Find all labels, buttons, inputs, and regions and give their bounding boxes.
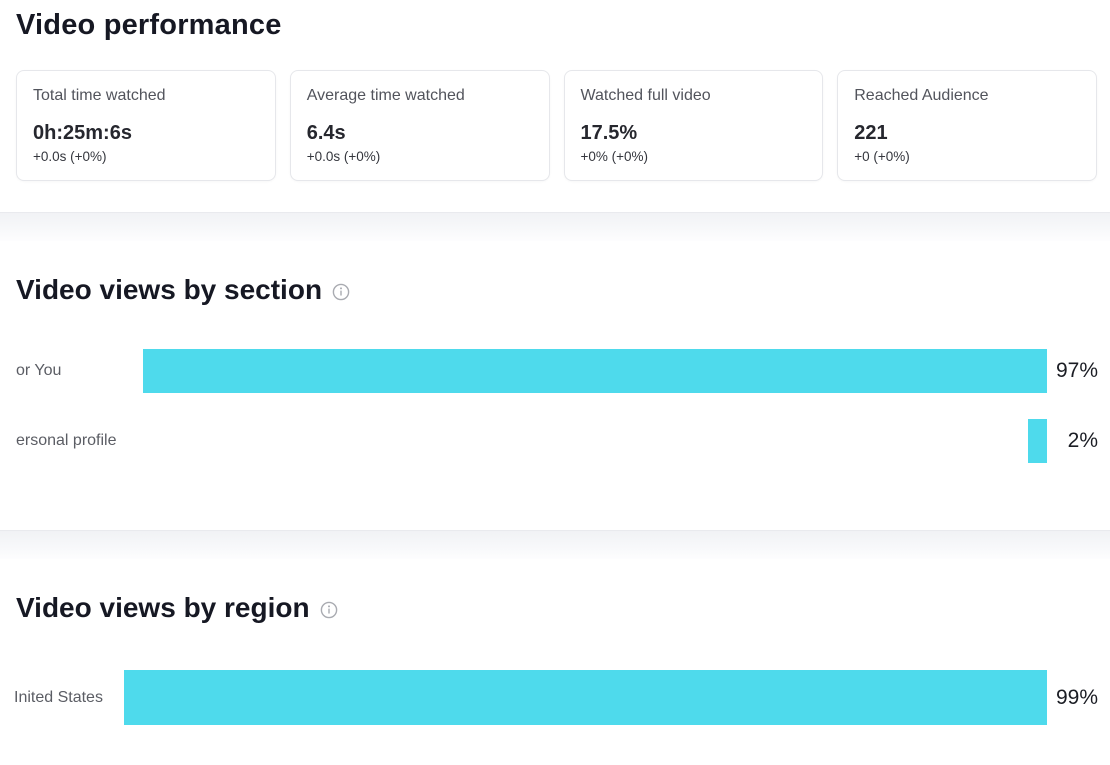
stat-card-label: Total time watched xyxy=(33,87,166,104)
bar-chart-views-by-region: Inited States 99% xyxy=(0,670,1110,725)
stat-card-average-time-watched: Average time watched 6.4s +0.0s (+0%) xyxy=(289,70,550,181)
bar-united-states xyxy=(124,670,1047,725)
bar-row-for-you: or You 97% xyxy=(0,349,1110,393)
section-title-views-by-section: Video views by section xyxy=(16,275,1094,305)
stat-card-delta: +0% (+0%) xyxy=(580,149,649,164)
info-icon[interactable] xyxy=(320,601,338,619)
bar-value-label: 2% xyxy=(1067,429,1098,452)
stat-card-label: Watched full video xyxy=(580,87,711,104)
section-title-views-by-region: Video views by region xyxy=(16,593,1094,623)
stat-card-reached-audience: Reached Audience 221 +0 (+0%) xyxy=(837,70,1097,181)
bar-chart-views-by-section: or You 97% ersonal profile 2% xyxy=(0,349,1110,463)
page-title: Video performance xyxy=(16,9,282,41)
stat-card-value: 17.5% xyxy=(580,122,638,144)
bar-value-label: 97% xyxy=(1055,359,1098,382)
stat-card-total-time-watched: Total time watched 0h:25m:6s +0.0s (+0%) xyxy=(16,70,276,181)
stat-card-delta: +0.0s (+0%) xyxy=(306,149,381,164)
bar-row-united-states: Inited States 99% xyxy=(0,670,1110,725)
stat-card-label: Average time watched xyxy=(306,87,465,104)
section-divider xyxy=(0,530,1110,559)
bar-for-you xyxy=(143,349,1047,393)
bar-row-personal-profile: ersonal profile 2% xyxy=(0,419,1110,463)
stat-card-label: Reached Audience xyxy=(854,87,989,104)
info-icon[interactable] xyxy=(332,283,350,301)
bar-label-united-states: Inited States xyxy=(14,688,103,706)
bar-value-label: 99% xyxy=(1055,685,1098,709)
stat-card-value: 0h:25m:6s xyxy=(33,122,132,144)
stat-card-watched-full-video: Watched full video 17.5% +0% (+0%) xyxy=(563,70,824,181)
stat-card-value: 221 xyxy=(854,122,888,144)
stat-cards-row: Total time watched 0h:25m:6s +0.0s (+0%)… xyxy=(0,70,1110,181)
section-divider xyxy=(0,212,1110,241)
bar-label-for-you: or You xyxy=(16,362,62,379)
section-title-text: Video views by section xyxy=(16,274,323,305)
bar-label-personal-profile: ersonal profile xyxy=(16,432,117,449)
stat-card-value: 6.4s xyxy=(306,122,346,144)
stat-card-delta: +0.0s (+0%) xyxy=(33,149,107,164)
section-title-text: Video views by region xyxy=(16,592,310,623)
bar-personal-profile xyxy=(1028,419,1047,463)
stat-card-delta: +0 (+0%) xyxy=(854,149,910,164)
